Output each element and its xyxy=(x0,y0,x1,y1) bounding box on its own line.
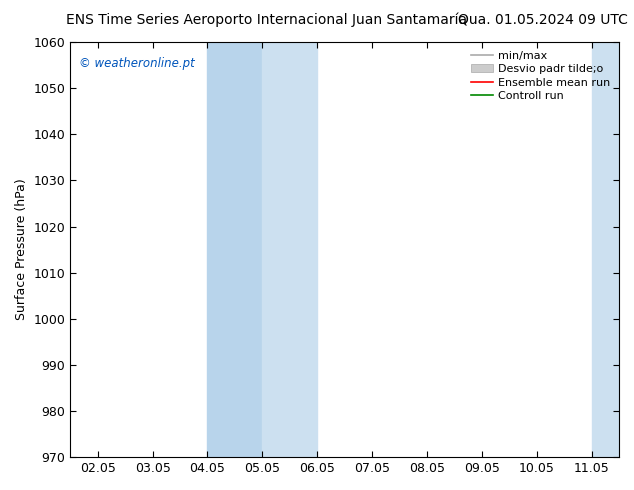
Text: ENS Time Series Aeroporto Internacional Juan Santamaría: ENS Time Series Aeroporto Internacional … xyxy=(66,12,467,27)
Bar xyxy=(207,42,262,457)
Bar xyxy=(262,42,317,457)
Text: Qua. 01.05.2024 09 UTC: Qua. 01.05.2024 09 UTC xyxy=(458,12,628,26)
Bar xyxy=(592,42,619,457)
Y-axis label: Surface Pressure (hPa): Surface Pressure (hPa) xyxy=(15,179,28,320)
Legend: min/max, Desvio padr tilde;o, Ensemble mean run, Controll run: min/max, Desvio padr tilde;o, Ensemble m… xyxy=(468,48,614,104)
Bar xyxy=(602,42,622,457)
Text: © weatheronline.pt: © weatheronline.pt xyxy=(79,56,194,70)
Bar xyxy=(619,42,622,457)
